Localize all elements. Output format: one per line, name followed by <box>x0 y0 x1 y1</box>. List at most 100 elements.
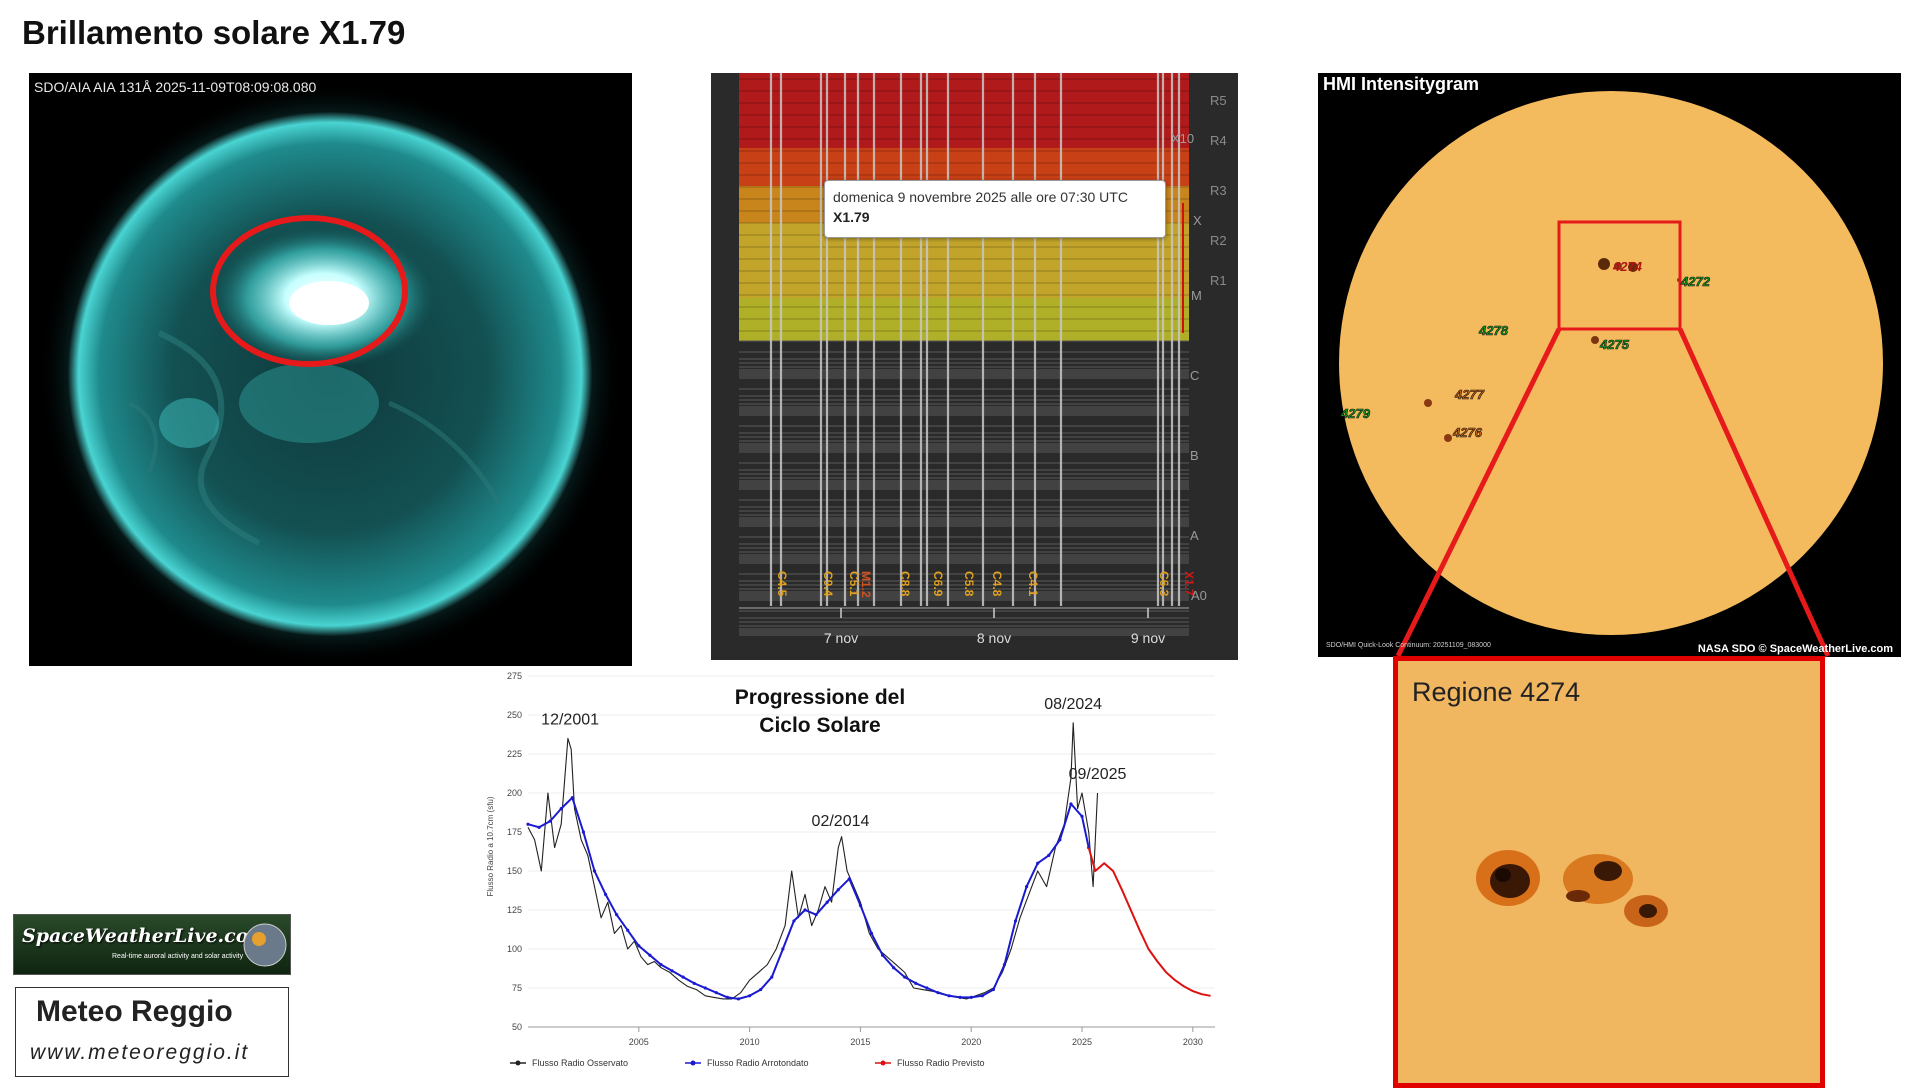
sunspot-4274 <box>1598 258 1638 272</box>
x-tick-label: 2025 <box>1072 1037 1092 1047</box>
series-point <box>869 931 874 935</box>
hmi-sun-image: 4274 4272 4278 4275 4277 4279 4276 <box>1339 91 1883 657</box>
series-point <box>648 953 652 957</box>
series-point <box>725 995 730 999</box>
tooltip-value: X1.79 <box>833 209 870 225</box>
y-tick-label: 75 <box>512 983 522 993</box>
series-point <box>603 892 608 896</box>
annotation-label: 08/2024 <box>1044 696 1102 713</box>
swl-logo-tagline: Real-time auroral activity and solar act… <box>112 953 244 960</box>
series-point <box>980 994 984 998</box>
series-point <box>659 963 663 967</box>
cycle-chart-ylabel: Flusso Radio a 10.7cm (sfu) <box>486 796 495 896</box>
series-point <box>692 981 696 985</box>
x-tick-label: 8 nov <box>977 630 1011 646</box>
flare-label: C5.8 <box>962 571 976 597</box>
series-point <box>969 995 973 999</box>
series-point <box>759 987 763 992</box>
y-tick-label: 250 <box>507 710 522 720</box>
swl-logo-text: SpaceWeatherLive.com <box>22 925 269 947</box>
series-line-0 <box>527 722 1099 1000</box>
series-point <box>781 947 785 951</box>
aia-image-panel: SDO/AIA AIA 131Å 2025-11-09T08:09:08.080 <box>29 73 632 666</box>
legend-label: Flusso Radio Previsto <box>897 1058 985 1068</box>
series-point <box>592 869 597 873</box>
series-point <box>814 913 818 917</box>
class-label: C <box>1190 368 1199 383</box>
flare-label: X1.7 <box>1182 571 1196 596</box>
series-point <box>581 830 586 834</box>
risk-label: R2 <box>1210 233 1227 248</box>
annotation-label: 09/2025 <box>1069 766 1127 783</box>
series-point <box>714 991 718 995</box>
series-point <box>836 888 840 892</box>
flare-label: C5.1 <box>847 571 861 597</box>
series-point <box>792 919 796 923</box>
y-tick-label: 150 <box>507 866 522 876</box>
x-tick-label: 2005 <box>629 1037 649 1047</box>
series-point <box>925 986 929 990</box>
series-point <box>1080 814 1084 818</box>
region-label-4276: 4276 <box>1452 425 1483 440</box>
annotation-label: 02/2014 <box>812 813 870 830</box>
meteoreggio-logo: Meteo Reggio www.meteoreggio.it <box>15 987 289 1077</box>
class-label: A <box>1190 528 1199 543</box>
y-tick-label: 200 <box>507 788 522 798</box>
series-point <box>748 994 752 998</box>
series-point <box>958 995 962 999</box>
region-4274-box <box>1557 220 1682 331</box>
series-point <box>1058 838 1062 842</box>
page-title: Brillamento solare X1.79 <box>22 14 406 51</box>
series-point <box>736 997 741 1001</box>
series-point <box>1036 861 1040 865</box>
series-point <box>548 819 552 823</box>
x-tick-label: 7 nov <box>824 630 858 646</box>
flare-label: C9.4 <box>821 571 835 597</box>
series-point <box>936 991 940 995</box>
x-tick-label: 9 nov <box>1131 630 1165 646</box>
risk-label: R3 <box>1210 183 1227 198</box>
series-point <box>892 966 896 970</box>
risk-label: R4 <box>1210 133 1227 148</box>
risk-label: R5 <box>1210 93 1227 108</box>
series-point <box>803 908 807 912</box>
sunspot-zoom-image <box>1476 850 1668 927</box>
class-label: A0 <box>1191 588 1207 603</box>
series-point <box>1047 853 1051 857</box>
class-label: X10 <box>1171 131 1194 146</box>
series-point <box>526 822 530 826</box>
x-tick-label: 2015 <box>850 1037 870 1047</box>
flare-label: C4.1 <box>1026 571 1040 597</box>
x-tick-label: 2010 <box>740 1037 760 1047</box>
flare-label: C6.9 <box>931 571 945 597</box>
series-point <box>825 900 829 904</box>
x-tick-label: 2020 <box>961 1037 981 1047</box>
annotation-label: 12/2001 <box>541 711 599 728</box>
hmi-title: HMI Intensitygram <box>1323 74 1480 94</box>
xray-flux-chart: R5 R4 R3 R2 R1 X10 X M C B A A0 C4.5 C9.4 C5.1 M1.2 C8.8… <box>711 73 1238 660</box>
y-tick-label: 100 <box>507 944 522 954</box>
xray-tooltip: domenica 9 novembre 2025 alle ore 07:30 … <box>824 180 1166 238</box>
series-point <box>858 903 863 907</box>
hmi-image-panel: 4274 4272 4278 4275 4277 4279 4276 HMI I… <box>1318 73 1901 657</box>
flare-label: C8.8 <box>898 571 912 597</box>
tooltip-date: domenica 9 novembre 2025 alle ore 07:30 … <box>833 189 1128 205</box>
y-tick-label: 175 <box>507 827 522 837</box>
region-label-4275: 4275 <box>1599 337 1630 352</box>
series-point <box>947 994 951 998</box>
series-point <box>670 969 674 973</box>
class-label: B <box>1190 448 1199 463</box>
series-point <box>537 825 541 829</box>
series-point <box>903 975 907 979</box>
series-point <box>847 877 851 881</box>
hmi-credit: NASA SDO © SpaceWeatherLive.com <box>1697 643 1893 655</box>
series-point <box>681 975 685 979</box>
region-label-4277: 4277 <box>1454 387 1485 402</box>
series-point <box>703 986 707 990</box>
meteoreggio-logo-text: Meteo Reggio <box>36 995 233 1028</box>
region-label-4278: 4278 <box>1478 323 1509 338</box>
x-tick-label: 2030 <box>1183 1037 1203 1047</box>
spaceweatherlive-logo: SpaceWeatherLive.com Real-time auroral a… <box>13 914 291 975</box>
series-point <box>1013 919 1018 923</box>
region-zoom-panel: Regione 4274 <box>1393 656 1825 1088</box>
